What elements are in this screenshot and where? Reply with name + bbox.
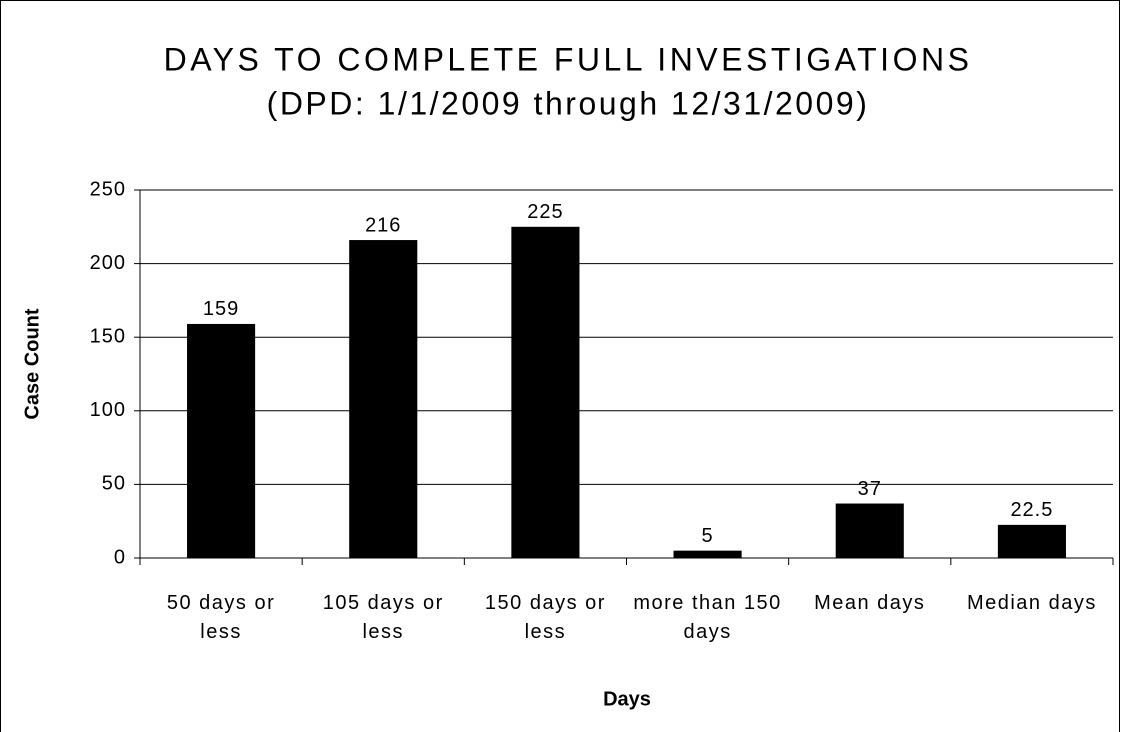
bar xyxy=(187,323,256,558)
bar xyxy=(997,524,1066,558)
y-tick-label: 150 xyxy=(90,325,126,347)
x-tick-label: Median days xyxy=(966,592,1097,614)
data-label: 5 xyxy=(702,525,714,547)
bar xyxy=(835,503,904,558)
bar xyxy=(511,226,580,559)
y-tick-label: 50 xyxy=(102,473,126,495)
y-axis-label: Case Count xyxy=(21,308,43,419)
data-label: 22.5 xyxy=(1010,499,1053,521)
y-tick-label: 200 xyxy=(90,252,126,274)
y-tick-label: 250 xyxy=(90,178,126,200)
chart-title: DAYS TO COMPLETE FULL INVESTIGATIONS xyxy=(164,41,973,77)
bar xyxy=(349,240,418,558)
x-tick-label: 105 days or less xyxy=(322,592,444,643)
x-tick-label: Mean days xyxy=(814,592,926,614)
data-label: 225 xyxy=(527,201,563,223)
x-tick-label: 50 days or less xyxy=(166,592,276,643)
data-label: 159 xyxy=(203,298,239,320)
bar xyxy=(673,550,742,558)
chart-subtitle: (DPD: 1/1/2009 through 12/31/2009) xyxy=(267,85,870,121)
x-axis-label: Days xyxy=(603,688,651,710)
y-tick-label: 100 xyxy=(90,399,126,421)
data-label: 37 xyxy=(858,478,882,500)
x-tick-label: 150 days or less xyxy=(484,592,606,643)
y-tick-label: 0 xyxy=(114,546,126,568)
data-label: 216 xyxy=(365,214,401,236)
x-tick-label: more than 150 days xyxy=(633,592,782,643)
